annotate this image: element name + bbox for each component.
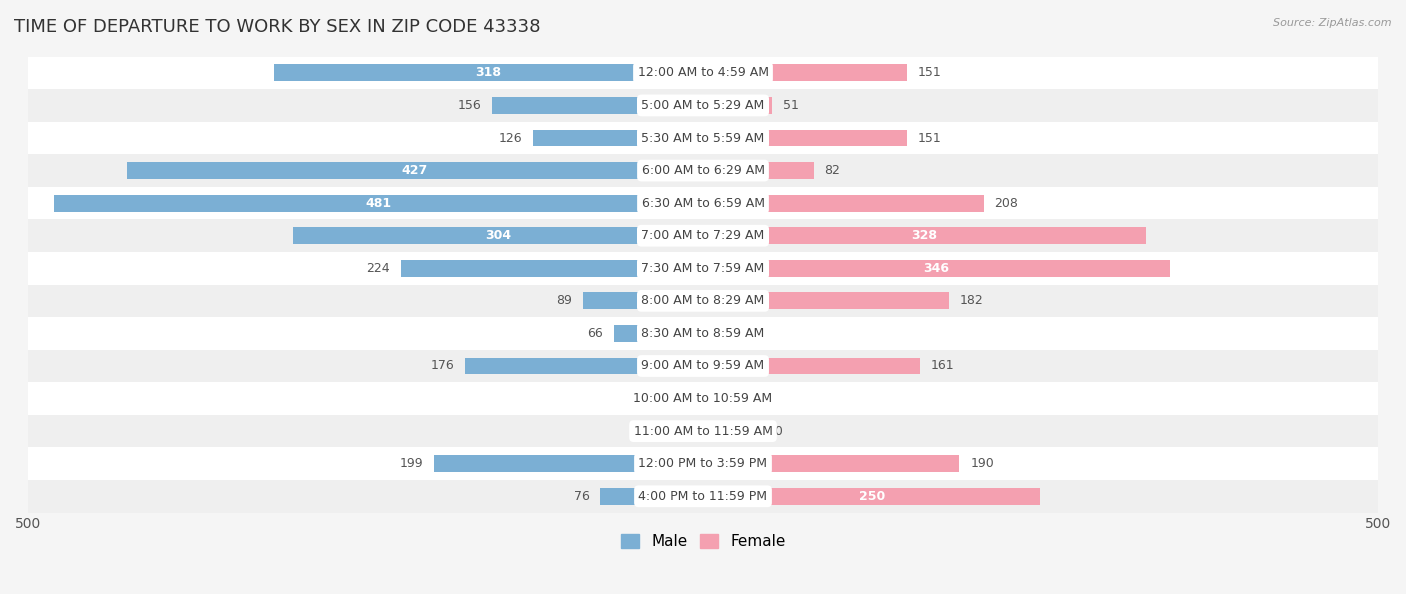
Text: 8:30 AM to 8:59 AM: 8:30 AM to 8:59 AM [641,327,765,340]
Text: TIME OF DEPARTURE TO WORK BY SEX IN ZIP CODE 43338: TIME OF DEPARTURE TO WORK BY SEX IN ZIP … [14,18,540,36]
Bar [703,195,984,211]
Bar [533,129,703,147]
Bar [703,455,959,472]
Bar [127,162,703,179]
Bar [28,285,1378,317]
Bar [28,252,1378,285]
Text: 126: 126 [499,131,522,144]
Text: 4:00 PM to 11:59 PM: 4:00 PM to 11:59 PM [638,490,768,503]
Text: 224: 224 [366,262,389,275]
Text: 12:00 PM to 3:59 PM: 12:00 PM to 3:59 PM [638,457,768,470]
Text: 7:00 AM to 7:29 AM: 7:00 AM to 7:29 AM [641,229,765,242]
Bar [434,455,703,472]
Text: 0: 0 [685,392,692,405]
Text: 199: 199 [399,457,423,470]
Text: 6:00 AM to 6:29 AM: 6:00 AM to 6:29 AM [641,164,765,177]
Bar [28,89,1378,122]
Text: 5:30 AM to 5:59 AM: 5:30 AM to 5:59 AM [641,131,765,144]
Text: 304: 304 [485,229,510,242]
Legend: Male, Female: Male, Female [614,528,792,555]
Bar [703,129,907,147]
Text: 151: 151 [918,67,942,80]
Text: 8:00 AM to 8:29 AM: 8:00 AM to 8:29 AM [641,295,765,307]
Text: 151: 151 [918,131,942,144]
Bar [28,219,1378,252]
Text: 6:30 AM to 6:59 AM: 6:30 AM to 6:59 AM [641,197,765,210]
Bar [703,228,1146,244]
Bar [28,447,1378,480]
Text: 7:30 AM to 7:59 AM: 7:30 AM to 7:59 AM [641,262,765,275]
Text: 89: 89 [557,295,572,307]
Bar [28,350,1378,383]
Bar [28,122,1378,154]
Text: 10:00 AM to 10:59 AM: 10:00 AM to 10:59 AM [634,392,772,405]
Text: 9:00 AM to 9:59 AM: 9:00 AM to 9:59 AM [641,359,765,372]
Text: 66: 66 [588,327,603,340]
Bar [669,423,703,440]
Bar [703,325,720,342]
Text: 156: 156 [458,99,482,112]
Bar [600,488,703,505]
Bar [28,480,1378,513]
Text: 346: 346 [924,262,949,275]
Text: 182: 182 [959,295,983,307]
Bar [492,97,703,114]
Text: 328: 328 [911,229,938,242]
Text: 161: 161 [931,359,955,372]
Text: 176: 176 [430,359,454,372]
Bar [703,97,772,114]
Bar [292,228,703,244]
Text: 12:00 AM to 4:59 AM: 12:00 AM to 4:59 AM [637,67,769,80]
Bar [703,488,1040,505]
Text: 5:00 AM to 5:29 AM: 5:00 AM to 5:29 AM [641,99,765,112]
Bar [28,415,1378,447]
Bar [465,358,703,374]
Text: 12: 12 [730,327,745,340]
Bar [28,56,1378,89]
Text: 190: 190 [970,457,994,470]
Bar [703,292,949,309]
Text: 0: 0 [714,392,721,405]
Bar [28,317,1378,350]
Text: 318: 318 [475,67,502,80]
Bar [583,292,703,309]
Text: 427: 427 [402,164,427,177]
Text: Source: ZipAtlas.com: Source: ZipAtlas.com [1274,18,1392,28]
Text: 11:00 AM to 11:59 AM: 11:00 AM to 11:59 AM [634,425,772,438]
Bar [53,195,703,211]
Text: 51: 51 [783,99,799,112]
Bar [703,358,921,374]
Text: 250: 250 [859,490,884,503]
Bar [703,423,756,440]
Text: 76: 76 [574,490,589,503]
Text: 208: 208 [994,197,1018,210]
Bar [28,187,1378,219]
Bar [28,154,1378,187]
Bar [703,64,907,81]
Bar [401,260,703,277]
Text: 82: 82 [824,164,841,177]
Text: 40: 40 [768,425,783,438]
Bar [614,325,703,342]
Text: 481: 481 [366,197,391,210]
Bar [28,383,1378,415]
Bar [703,260,1170,277]
Text: 25: 25 [643,425,658,438]
Bar [274,64,703,81]
Bar [703,162,814,179]
